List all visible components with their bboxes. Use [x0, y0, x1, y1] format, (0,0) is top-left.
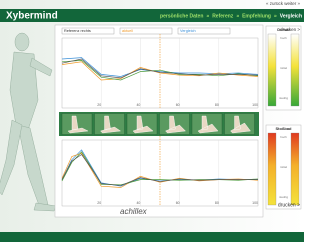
x-tick-label: 20 [97, 103, 101, 107]
dropdown-label: Vergleich [180, 29, 196, 33]
logo: Xybermind [6, 11, 58, 22]
nav-item[interactable]: » [236, 13, 239, 19]
footer-bar [0, 232, 304, 242]
selectors: Referenz rechts aktuell Vergleich [62, 28, 230, 34]
gauge-level: hoch [280, 36, 287, 40]
dropdown-label: aktuell [122, 29, 133, 33]
gauge-bar [291, 34, 299, 106]
nav-item[interactable]: » [274, 13, 277, 19]
nav-item[interactable]: Vergleich [280, 13, 302, 19]
x-tick-label: 80 [215, 103, 219, 107]
x-tick-label: 100 [252, 201, 258, 205]
gauge-title: Stoßbad [276, 126, 293, 131]
nav-item[interactable]: Referenz [212, 13, 234, 19]
gauge-bar [268, 133, 276, 205]
x-tick-label: 100 [252, 103, 258, 107]
nav-item[interactable]: » [206, 13, 209, 19]
nav-back-forward[interactable]: « zurück weiter » [266, 1, 301, 6]
gauge-level: mittel [280, 165, 288, 169]
nav: Vergleich»Empfehlung»Referenz»persönlich… [160, 13, 302, 19]
gauge-bar [268, 34, 276, 106]
gauge-bar [291, 133, 299, 205]
brand: achillex [120, 207, 148, 216]
gauge-level: niedrig [279, 96, 288, 100]
x-tick-label: 40 [136, 103, 140, 107]
x-tick-label: 80 [215, 201, 219, 205]
x-tick-label: 20 [97, 201, 101, 205]
gauge-level: niedrig [279, 195, 288, 199]
nav-item[interactable]: persönliche Daten [160, 13, 203, 19]
dropdown-label: Referenz rechts [64, 29, 91, 33]
gauge-level: mittel [280, 66, 288, 70]
nav-item[interactable]: Empfehlung [242, 13, 271, 19]
x-tick-label: 60 [176, 103, 180, 107]
x-tick-label: 60 [176, 201, 180, 205]
print-button[interactable]: drucken > [278, 202, 300, 208]
gauge-level: hoch [280, 135, 287, 139]
screen: « zurück weiter » Xybermind Vergleich»Em… [0, 0, 304, 242]
page: « zurück weiter » Xybermind Vergleich»Em… [0, 0, 304, 242]
print-top[interactable]: drucken > [280, 27, 300, 32]
x-tick-label: 40 [136, 201, 140, 205]
